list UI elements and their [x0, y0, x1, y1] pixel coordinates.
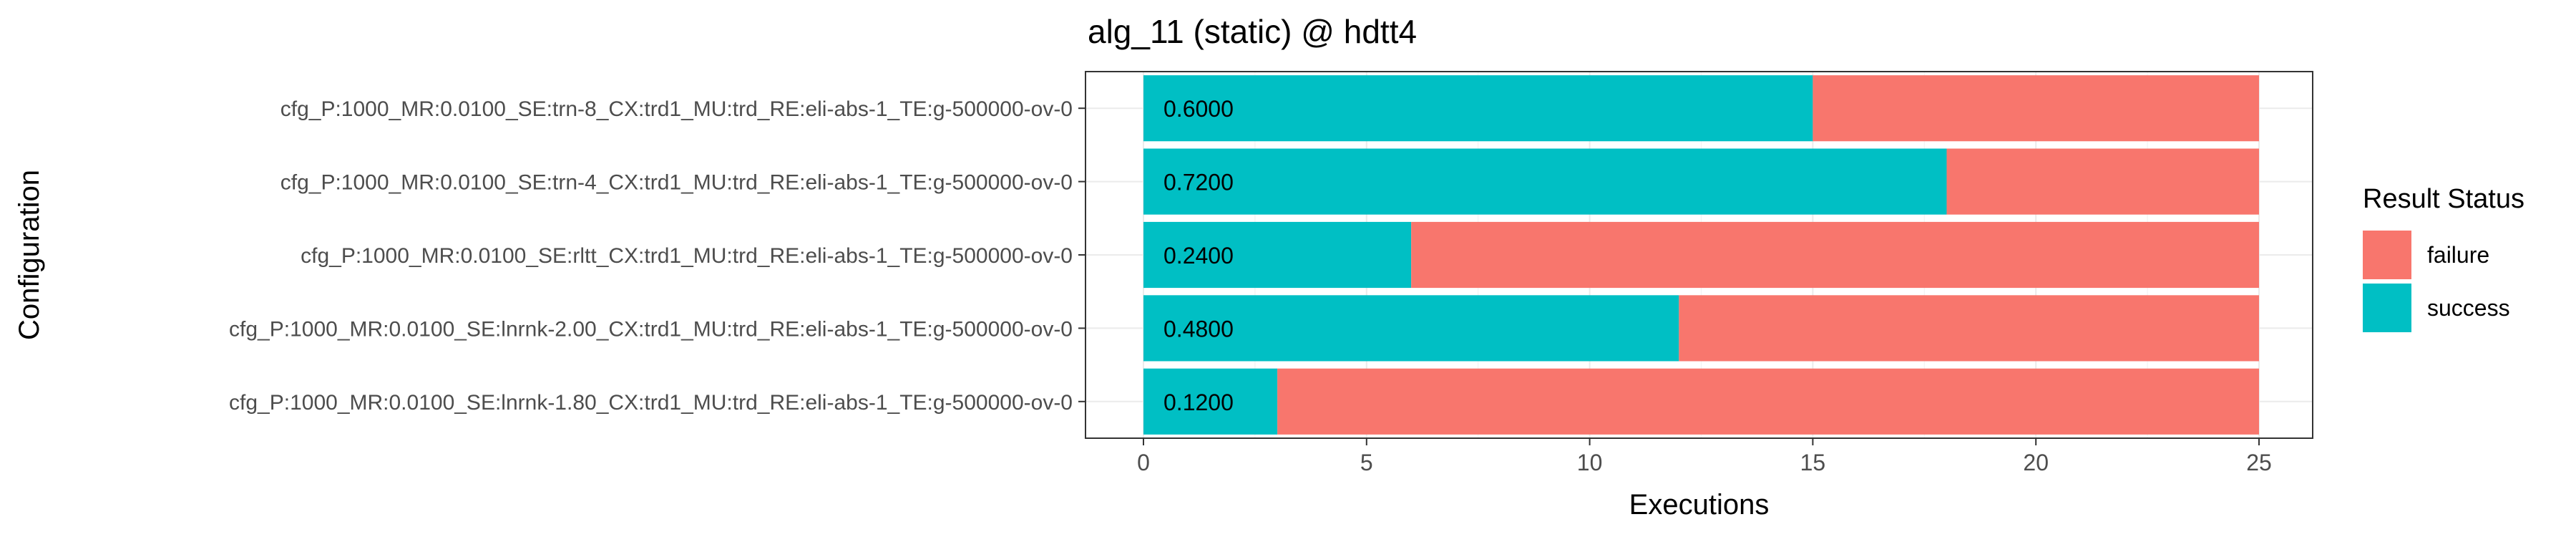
x-tick-label: 5: [1360, 450, 1373, 475]
bar-label: 0.6000: [1163, 96, 1234, 122]
legend-label-failure: failure: [2427, 242, 2489, 268]
x-tick-label: 20: [2023, 450, 2049, 475]
legend-label-success: success: [2427, 295, 2510, 321]
legend: Result Status failure success: [2363, 184, 2524, 332]
legend-key-failure: [2363, 231, 2411, 279]
bar-success: [1143, 148, 1947, 215]
bar-success: [1143, 221, 1412, 289]
x-tick-label: 0: [1137, 450, 1150, 475]
bar-failure: [1411, 221, 2259, 289]
legend-title: Result Status: [2363, 184, 2524, 214]
bar-label: 0.1200: [1163, 390, 1234, 415]
x-axis: 0 5 10 15 20 25: [1137, 438, 2272, 475]
x-tick-label: 10: [1577, 450, 1603, 475]
bar-label: 0.4800: [1163, 316, 1234, 342]
x-tick-label: 25: [2246, 450, 2272, 475]
bar-label: 0.7200: [1163, 170, 1234, 195]
chart-title: alg_11 (static) @ hdtt4: [1088, 13, 1417, 50]
bar-success: [1143, 368, 1278, 435]
legend-key-success: [2363, 284, 2411, 332]
bar-failure: [1946, 148, 2259, 215]
y-tick-label: cfg_P:1000_MR:0.0100_SE:lnrnk-2.00_CX:tr…: [229, 317, 1073, 341]
bar-failure: [1277, 368, 2259, 435]
bar-label: 0.2400: [1163, 243, 1234, 268]
y-tick-label: cfg_P:1000_MR:0.0100_SE:rltt_CX:trd1_MU:…: [301, 244, 1073, 268]
x-tick-label: 15: [1800, 450, 1826, 475]
bars: [1143, 75, 2259, 435]
y-tick-label: cfg_P:1000_MR:0.0100_SE:trn-4_CX:trd1_MU…: [280, 171, 1073, 195]
x-axis-label: Executions: [1629, 489, 1770, 521]
bar-success: [1143, 75, 1813, 142]
y-axis-label: Configuration: [14, 170, 45, 340]
y-axis: cfg_P:1000_MR:0.0100_SE:trn-8_CX:trd1_MU…: [229, 97, 1085, 415]
bar-failure: [1679, 295, 2259, 362]
bar-labels: 0.6000 0.7200 0.2400 0.4800 0.1200: [1163, 96, 1234, 415]
bar-success: [1143, 295, 1679, 362]
bar-failure: [1813, 75, 2259, 142]
y-tick-label: cfg_P:1000_MR:0.0100_SE:trn-8_CX:trd1_MU…: [280, 97, 1073, 121]
y-tick-label: cfg_P:1000_MR:0.0100_SE:lnrnk-1.80_CX:tr…: [229, 391, 1073, 415]
